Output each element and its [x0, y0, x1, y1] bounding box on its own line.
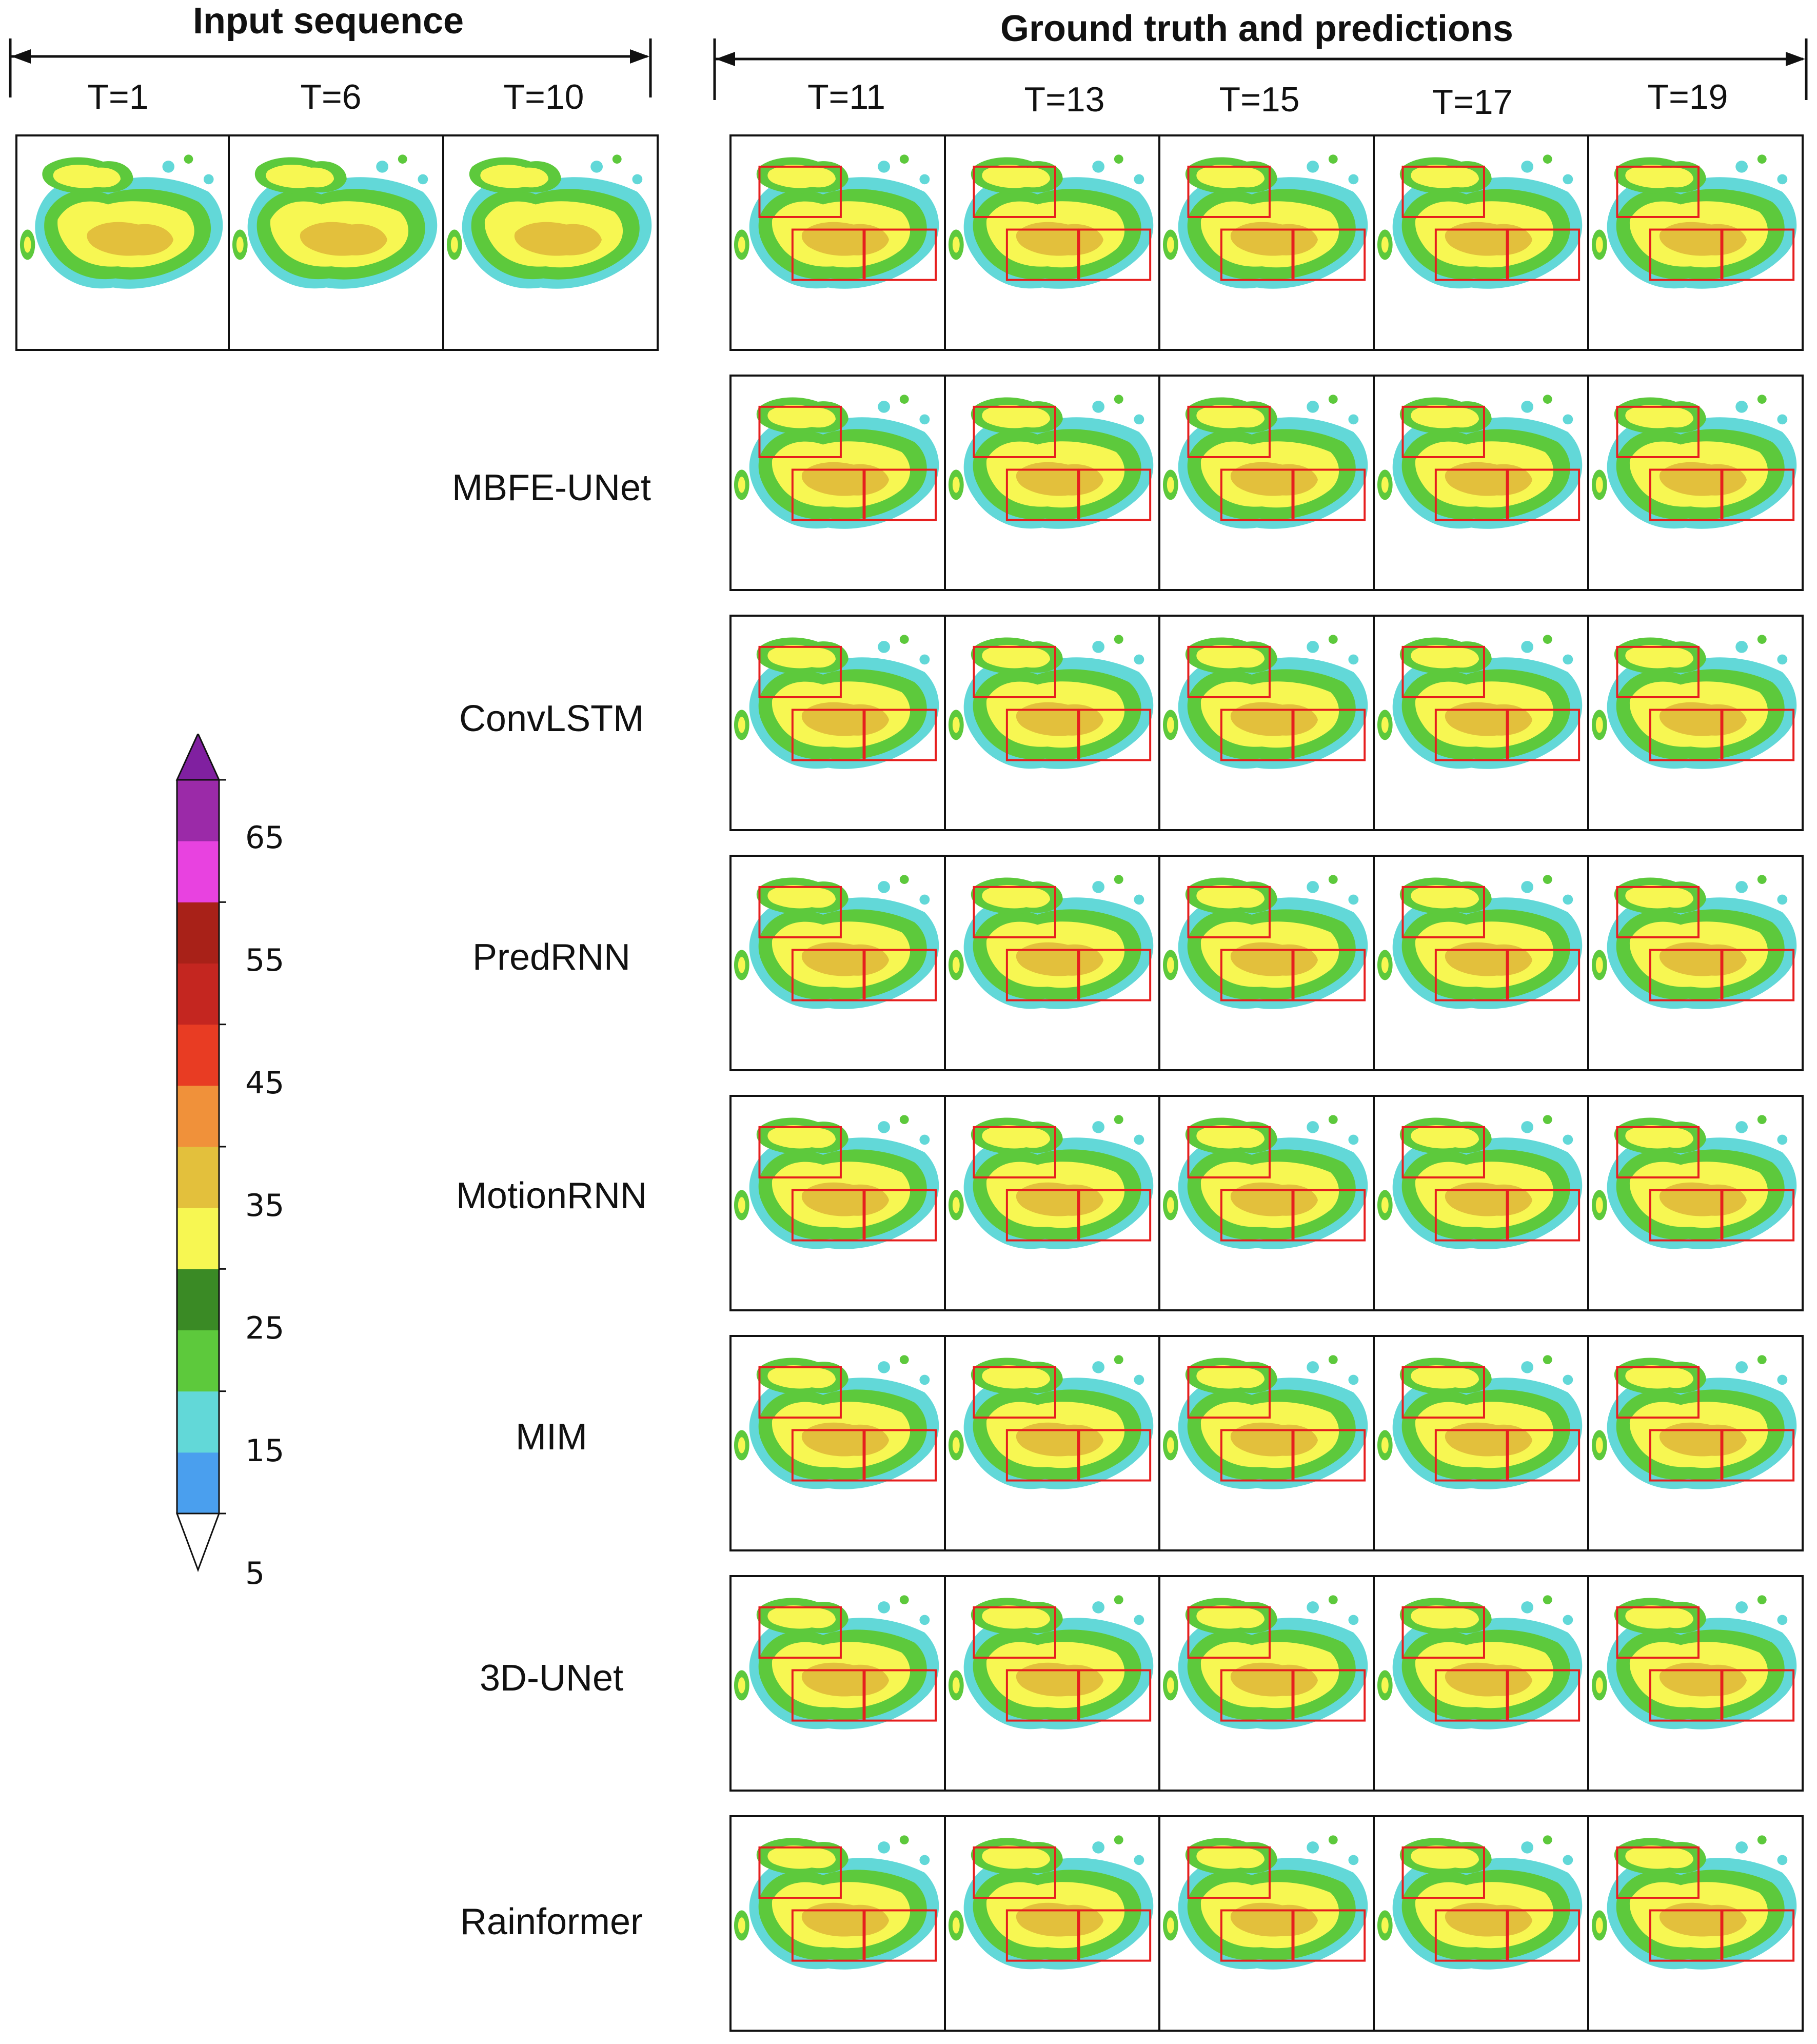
predrnn-panel-t15: [1158, 855, 1375, 1071]
3d-unet-panel-t11: [729, 1575, 946, 1792]
rainformer-panel-t11: [729, 1815, 946, 2032]
method-label-convlstm: ConvLSTM: [459, 698, 644, 739]
3d-unet-panel-t17: [1373, 1575, 1589, 1792]
3d-unet-panel-t19: [1587, 1575, 1804, 1792]
time-label-input-2: T=6: [300, 77, 362, 116]
colorbar-segment: [177, 1024, 219, 1086]
mim-panel-t19: [1587, 1335, 1804, 1551]
method-label-3d-unet: 3D-UNet: [479, 1658, 624, 1699]
colorbar-tick-25: 25: [245, 1310, 285, 1346]
colorbar-tick-55: 55: [245, 942, 285, 978]
time-label-input-1: T=1: [87, 77, 149, 116]
predrnn-panel-t19: [1587, 855, 1804, 1071]
colorbar-segment: [177, 1391, 219, 1453]
convlstm-panel-t13: [944, 615, 1160, 831]
predrnn-panel-t11: [729, 855, 946, 1071]
mim-panel-t17: [1373, 1335, 1589, 1551]
colorbar-segment: [177, 1452, 219, 1514]
colorbar-tick-5: 5: [245, 1556, 265, 1591]
motionrnn-panel-t17: [1373, 1095, 1589, 1311]
colorbar-segment: [177, 1085, 219, 1147]
mbfe-unet-panel-t17: [1373, 375, 1589, 591]
motionrnn-panel-t11: [729, 1095, 946, 1311]
time-label-output-1: T=11: [807, 77, 885, 116]
input-panel-t6: [228, 134, 444, 351]
colorbar-tick-15: 15: [245, 1433, 285, 1469]
colorbar-segment: [177, 1147, 219, 1208]
convlstm-panel-t11: [729, 615, 946, 831]
input-sequence-header: Input sequence: [192, 1, 464, 42]
time-label-output-4: T=17: [1432, 83, 1513, 122]
method-label-motionrnn: MotionRNN: [456, 1175, 647, 1216]
colorbar-segment: [177, 1330, 219, 1392]
time-label-output-2: T=13: [1024, 80, 1105, 119]
predrnn-panel-t13: [944, 855, 1160, 1071]
colorbar-tick-45: 45: [245, 1065, 285, 1101]
mbfe-unet-panel-t13: [944, 375, 1160, 591]
predrnn-panel-t17: [1373, 855, 1589, 1071]
mim-panel-t15: [1158, 1335, 1375, 1551]
time-label-output-3: T=15: [1219, 80, 1300, 119]
motionrnn-panel-t13: [944, 1095, 1160, 1311]
ground-truth-panel-t11: [729, 134, 946, 351]
motionrnn-panel-t19: [1587, 1095, 1804, 1311]
method-label-rainformer: Rainformer: [460, 1901, 643, 1942]
mbfe-unet-panel-t15: [1158, 375, 1375, 591]
colorbar-segment: [177, 780, 219, 841]
input-panel-t10: [442, 134, 659, 351]
colorbar-tick-35: 35: [245, 1188, 285, 1224]
convlstm-panel-t19: [1587, 615, 1804, 831]
colorbar-segment: [177, 963, 219, 1025]
colorbar-tick-65: 65: [245, 820, 285, 856]
colorbar-lower-extend: [175, 1512, 221, 1573]
rainformer-panel-t15: [1158, 1815, 1375, 2032]
ground-truth-panel-t13: [944, 134, 1160, 351]
colorbar-segment: [177, 1208, 219, 1269]
colorbar-segment: [177, 1269, 219, 1330]
colorbar-segment: [177, 841, 219, 902]
3d-unet-panel-t15: [1158, 1575, 1375, 1792]
method-label-predrnn: PredRNN: [472, 937, 631, 978]
rainformer-panel-t19: [1587, 1815, 1804, 2032]
mbfe-unet-panel-t19: [1587, 375, 1804, 591]
time-label-input-3: T=10: [503, 77, 584, 116]
method-label-mbfe-unet: MBFE-UNet: [451, 467, 651, 508]
input-panel-t1: [15, 134, 230, 351]
colorbar-upper-extend: [175, 734, 221, 781]
motionrnn-panel-t15: [1158, 1095, 1375, 1311]
colorbar-segment: [177, 902, 219, 964]
mim-panel-t11: [729, 1335, 946, 1551]
3d-unet-panel-t13: [944, 1575, 1160, 1792]
ground-truth-predictions-header: Ground truth and predictions: [1000, 8, 1513, 49]
mim-panel-t13: [944, 1335, 1160, 1551]
method-label-mim: MIM: [516, 1417, 587, 1458]
colorbar: [175, 734, 226, 1573]
time-label-output-5: T=19: [1647, 77, 1728, 116]
ground-truth-panel-t17: [1373, 134, 1589, 351]
convlstm-panel-t15: [1158, 615, 1375, 831]
mbfe-unet-panel-t11: [729, 375, 946, 591]
convlstm-panel-t17: [1373, 615, 1589, 831]
ground-truth-panel-t19: [1587, 134, 1804, 351]
ground-truth-panel-t15: [1158, 134, 1375, 351]
rainformer-panel-t13: [944, 1815, 1160, 2032]
rainformer-panel-t17: [1373, 1815, 1589, 2032]
